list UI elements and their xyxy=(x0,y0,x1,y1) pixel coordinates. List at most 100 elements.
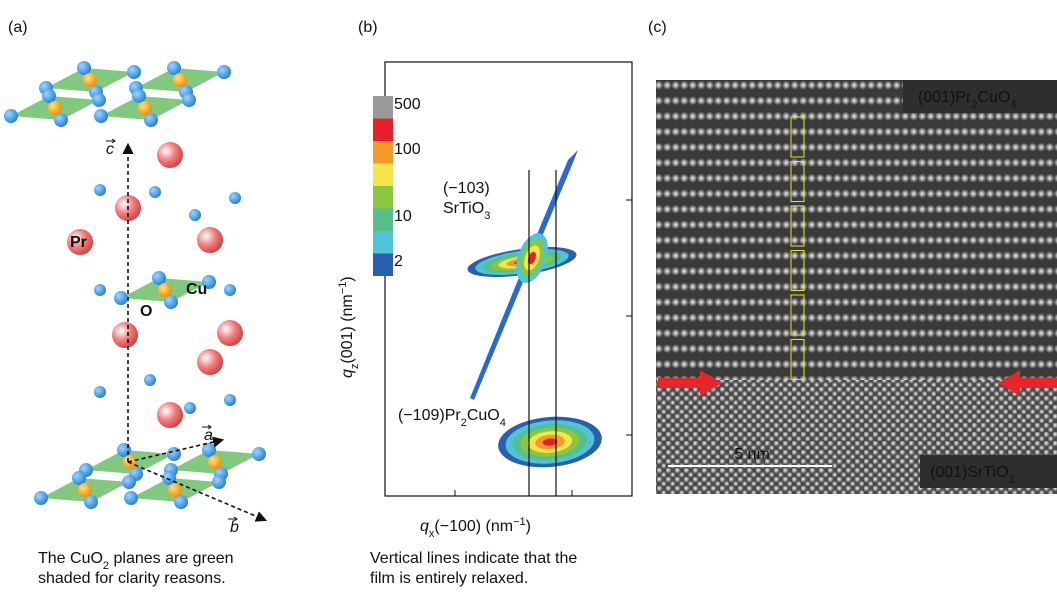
unit-cell-box xyxy=(790,161,805,202)
panel-c: (c) (001)Pr2CuO4 (001)SrTiO3 5 nm xyxy=(648,19,1057,494)
colorbar-segment xyxy=(373,253,393,276)
caption-line: Vertical lines indicate that the xyxy=(370,550,577,567)
colorbar-segment xyxy=(373,231,393,254)
oxygen-atom xyxy=(252,447,266,461)
subscript: 2 xyxy=(461,417,467,429)
subscript: 4 xyxy=(1010,99,1016,111)
oxygen-atom xyxy=(224,394,236,406)
oxygen-atom xyxy=(94,284,106,296)
oxygen-atom xyxy=(114,291,128,305)
colorbar-segment xyxy=(373,118,393,141)
oxygen-atom xyxy=(72,471,86,485)
text-run: (001)Pr xyxy=(918,89,972,106)
panel-b: (b)500100102(−103)SrTiO3(−109)Pr2CuO4qz(… xyxy=(337,19,633,587)
intensity-contour xyxy=(528,251,536,265)
oxygen-atom xyxy=(94,184,106,196)
supscript: −1 xyxy=(337,282,349,295)
oxygen-atom xyxy=(164,295,178,309)
panel-label: (a) xyxy=(8,19,28,36)
plot-frame xyxy=(384,61,633,497)
oxygen-atom xyxy=(34,491,48,505)
copper-atom xyxy=(138,101,152,115)
oxygen-atom xyxy=(167,61,181,75)
axis-b xyxy=(127,461,268,522)
oxygen-atom xyxy=(189,209,201,221)
caption-line: The CuO2 planes are green xyxy=(38,550,234,572)
pr-atom xyxy=(157,402,183,428)
atom-label: Pr xyxy=(70,234,87,251)
pr-atom xyxy=(112,322,138,348)
oxygen-atom xyxy=(94,109,108,123)
colorbar-segment xyxy=(373,96,393,119)
copper-atom xyxy=(83,73,97,87)
interface-arrow xyxy=(998,370,1057,396)
subscript: 3 xyxy=(484,210,490,222)
copper-atom xyxy=(173,73,187,87)
text-run: (−109)Pr xyxy=(398,407,461,424)
copper-atom xyxy=(208,455,222,469)
colorbar-segment xyxy=(373,208,393,231)
unit-cell-box xyxy=(790,205,805,247)
copper-atom xyxy=(168,483,182,497)
intensity-contour xyxy=(542,438,558,446)
text-run: shaded for clarity reasons. xyxy=(38,570,226,587)
unit-cell-box xyxy=(790,339,805,380)
oxygen-atom xyxy=(152,271,166,285)
oxygen-atom xyxy=(212,475,226,489)
oxygen-atom xyxy=(149,186,161,198)
pr-atom xyxy=(157,142,183,168)
italic-run: b xyxy=(230,519,239,536)
text-run: Vertical lines indicate that the xyxy=(370,550,577,567)
italic-run: q xyxy=(339,369,356,378)
oxygen-atom xyxy=(144,113,158,127)
colorbar-label: 2 xyxy=(394,253,403,270)
oxygen-atom xyxy=(202,275,216,289)
oxygen-atom xyxy=(42,89,56,103)
peak-label: (−109)Pr2CuO4 xyxy=(398,407,506,429)
oxygen-atom xyxy=(162,471,176,485)
vector-label: b xyxy=(230,519,239,536)
vector-label: c xyxy=(106,141,114,158)
text-run: CuO xyxy=(977,89,1010,106)
colorbar-label: 100 xyxy=(394,141,421,158)
copper-atom xyxy=(158,283,172,297)
text-run: ) xyxy=(526,518,531,535)
atom-label: Cu xyxy=(186,281,207,298)
subscript: 2 xyxy=(103,560,109,572)
unit-cell-box xyxy=(790,250,805,291)
vector-label: a xyxy=(204,427,213,444)
oxygen-atom xyxy=(217,65,231,79)
pr-atom xyxy=(197,349,223,375)
axis-a xyxy=(127,436,225,463)
subscript: 2 xyxy=(971,99,977,111)
oxygen-atom xyxy=(202,443,216,457)
oxygen-atom xyxy=(4,109,18,123)
copper-atom xyxy=(48,101,62,115)
pr-atom xyxy=(67,229,93,255)
scale-bar-label: 5 nm xyxy=(734,446,770,463)
oxygen-atom xyxy=(182,93,196,107)
label-backdrop xyxy=(903,80,1057,113)
peak-label: (−103) xyxy=(443,180,490,197)
text-run: planes are green xyxy=(109,550,234,567)
text-run: (−100) (nm xyxy=(434,518,513,535)
atom-label: O xyxy=(140,303,152,320)
oxygen-atom xyxy=(174,495,188,509)
oxygen-atom xyxy=(144,374,156,386)
peak-label: SrTiO3 xyxy=(443,200,490,222)
text-run: (001)SrTiO xyxy=(930,464,1009,481)
pr-atom xyxy=(217,320,243,346)
tem-film xyxy=(656,80,1057,380)
panel-label: (b) xyxy=(358,19,378,36)
y-axis-label: qz(001) (nm−1) xyxy=(337,276,361,378)
text-run: SrTiO xyxy=(443,200,484,217)
subscript: 4 xyxy=(500,417,506,429)
caption-line: film is entirely relaxed. xyxy=(370,570,528,587)
text-run: (001) (nm xyxy=(339,294,356,363)
oxygen-atom xyxy=(132,89,146,103)
oxygen-atom xyxy=(167,447,181,461)
italic-run: a xyxy=(204,427,213,444)
oxygen-atom xyxy=(77,61,91,75)
subscript: x xyxy=(429,528,435,540)
oxygen-atom xyxy=(224,284,236,296)
